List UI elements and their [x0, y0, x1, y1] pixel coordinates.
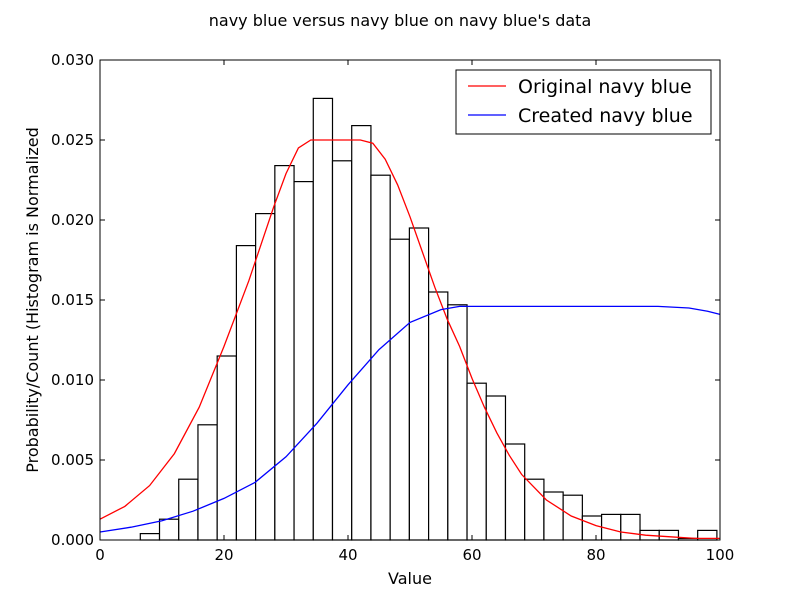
- x-tick-label: 40: [338, 546, 357, 564]
- y-tick-label: 0.030: [51, 51, 94, 69]
- legend-label-original: Original navy blue: [518, 76, 692, 98]
- histogram-bar: [370, 174, 391, 541]
- x-tick-label: 60: [462, 546, 481, 564]
- histogram-bar: [543, 491, 564, 541]
- histogram-bar: [620, 513, 641, 541]
- histogram-bar: [274, 165, 295, 541]
- x-tick-label: 0: [95, 546, 105, 564]
- histogram-bar: [428, 291, 449, 541]
- x-axis-label: Value: [388, 569, 432, 588]
- x-tick-label: 80: [586, 546, 605, 564]
- chart-title: navy blue versus navy blue on navy blue'…: [209, 11, 592, 30]
- histogram-bar: [139, 532, 161, 541]
- y-tick-label: 0.000: [51, 531, 94, 549]
- histogram-bar: [312, 97, 334, 541]
- histogram-bar: [293, 181, 314, 541]
- histogram-bar: [408, 227, 430, 541]
- histogram-bar: [158, 518, 180, 541]
- histogram-bar: [504, 443, 526, 541]
- histogram-bar: [178, 478, 199, 541]
- legend-box: [455, 69, 712, 135]
- y-tick-label: 0.020: [51, 211, 94, 229]
- x-tick-label: 20: [214, 546, 233, 564]
- histogram-bar: [197, 424, 218, 541]
- histogram-bar: [255, 213, 276, 541]
- histogram-bar: [389, 238, 410, 541]
- y-tick-label: 0.010: [51, 371, 94, 389]
- y-tick-label: 0.025: [51, 131, 94, 149]
- y-tick-label: 0.005: [51, 451, 94, 469]
- y-tick-label: 0.015: [51, 291, 94, 309]
- y-axis-label: Probability/Count (Histogram is Normaliz…: [23, 127, 42, 473]
- x-tick-label: 100: [706, 546, 735, 564]
- histogram-bar: [581, 515, 603, 541]
- original-navy-blue-curve: [99, 139, 720, 540]
- histogram-bar: [466, 382, 487, 541]
- histogram-bar: [351, 124, 372, 541]
- histogram-bar: [216, 355, 237, 541]
- plot-area: 0 20 40 60 80 100 0.000 0.005 0.010 0.015 0.020 0.0…: [51, 51, 734, 564]
- histogram-bar: [331, 160, 353, 541]
- legend-label-created: Created navy blue: [518, 105, 693, 127]
- histogram-bar: [658, 529, 680, 541]
- created-navy-blue-curve: [99, 305, 721, 533]
- histogram-bar: [562, 494, 583, 541]
- legend: Original navy blue Created navy blue: [455, 69, 712, 135]
